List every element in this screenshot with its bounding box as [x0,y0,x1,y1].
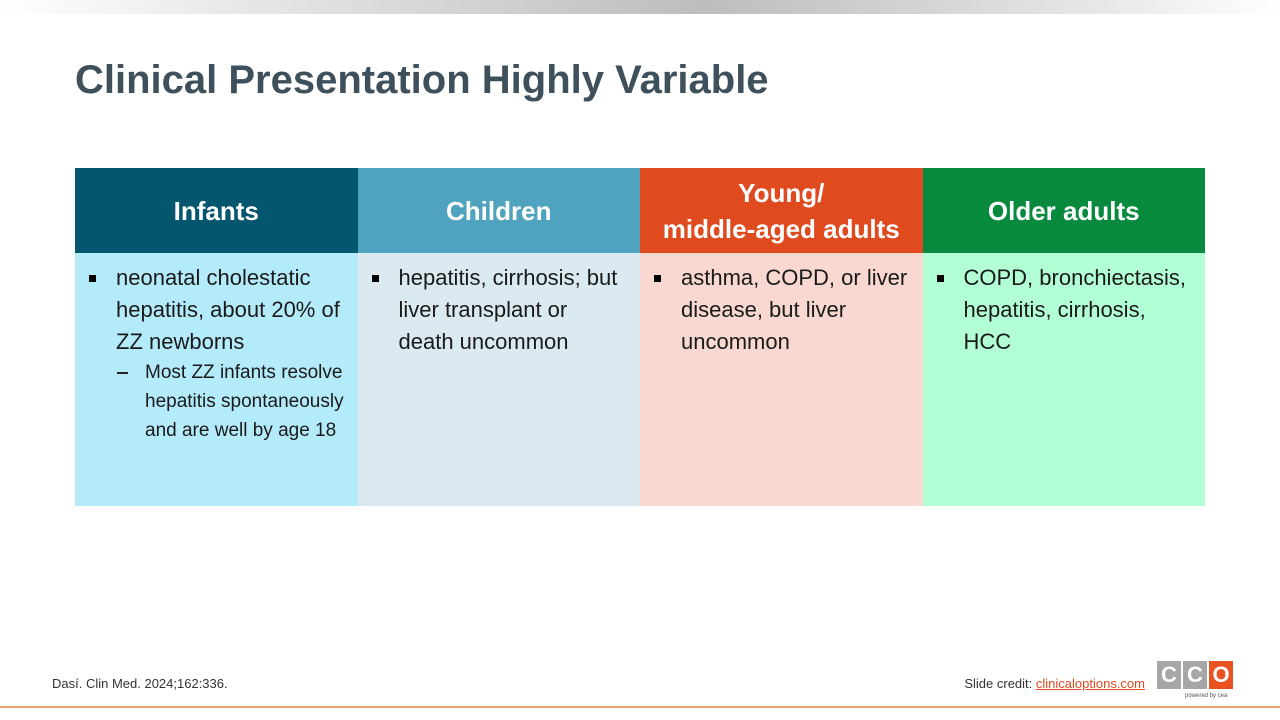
column: Young/ middle-aged adults asthma, COPD, o… [640,168,923,506]
bullet: neonatal cholestatic hepatitis, about 20… [87,262,346,445]
bullet-marker [654,275,661,282]
column-header: Infants [75,168,358,253]
sub-bullet: Most ZZ infants resolve hepatitis sponta… [87,358,346,445]
footer-rule [0,706,1280,708]
logo-letter: O [1209,661,1233,689]
sub-bullet-text: Most ZZ infants resolve hepatitis sponta… [145,362,344,441]
bullet-marker [89,275,96,282]
column-body: asthma, COPD, or liver disease, but live… [640,253,923,506]
credit-label: Slide credit: [964,676,1033,691]
table: Infants neonatal cholestatic hepatitis, a… [75,168,1205,506]
column-body: neonatal cholestatic hepatitis, about 20… [75,253,358,506]
bullet-marker [936,275,944,282]
column: Children hepatitis, cirrhosis; but liver … [357,168,640,506]
citation: Dasí. Clin Med. 2024;162:336. [52,676,228,691]
column-header: Children [357,168,640,253]
column-body: COPD, bronchiectasis, hepatitis, cirrhos… [922,253,1205,506]
bullet-text: hepatitis, cirrhosis; but liver transpla… [398,265,618,354]
logo-tagline: powered by cea [1185,693,1228,699]
top-bar [0,0,1280,14]
credit-link[interactable]: clinicaloptions.com [1035,676,1145,691]
slide-credit: Slide credit: clinicaloptions.com [964,676,1145,691]
column: Older adults COPD, bronchiectasis, hepati… [922,168,1205,506]
bullet: hepatitis, cirrhosis; but liver transpla… [370,262,629,358]
sub-bullet-marker [117,372,128,374]
logo-letter: C [1157,661,1181,689]
bullet: asthma, COPD, or liver disease, but live… [652,262,911,358]
column: Infants neonatal cholestatic hepatitis, a… [75,168,358,506]
logo-letter: C [1183,661,1207,689]
bullet-text: COPD, bronchiectasis, hepatitis, cirrhos… [963,265,1187,354]
bullet-text: asthma, COPD, or liver disease, but live… [681,265,908,354]
bullet: COPD, bronchiectasis, hepatitis, cirrhos… [935,262,1194,358]
slide-title: Clinical Presentation Highly Variable [75,58,769,102]
column-body: hepatitis, cirrhosis; but liver transpla… [357,253,640,506]
bullet-text: neonatal cholestatic hepatitis, about 20… [116,265,340,354]
bullet-marker [371,275,379,282]
column-header: Young/ middle-aged adults [640,168,923,253]
column-header: Older adults [922,168,1205,253]
